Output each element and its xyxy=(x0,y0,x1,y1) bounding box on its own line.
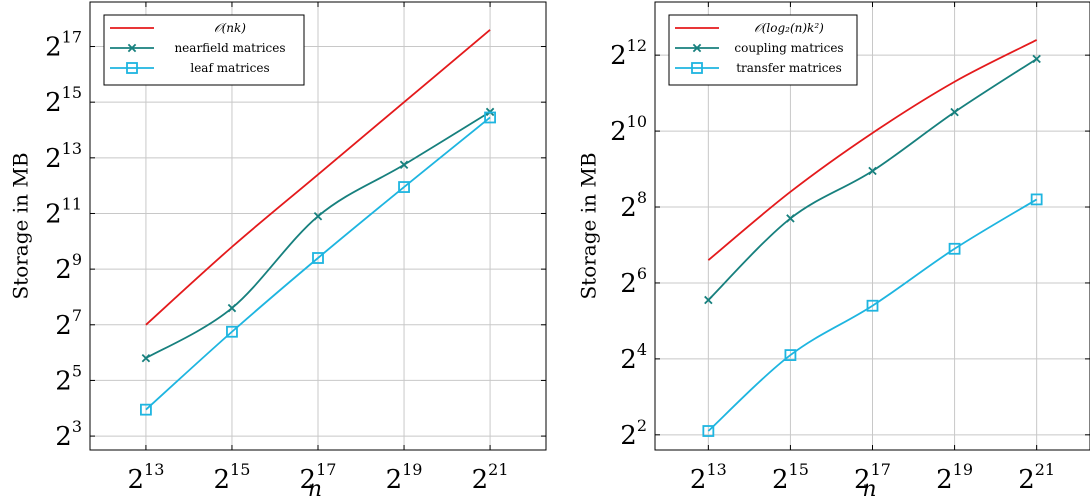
legend-label-2: coupling matrices xyxy=(734,41,843,55)
x-tick-label-base: 2 xyxy=(300,465,317,495)
y-tick-label-base: 2 xyxy=(45,144,62,174)
chart-panel-1: 2 13 2 15 2 17 2 19 2 212 32 52 72 92 112 132 152 17nStor… xyxy=(9,1,547,499)
x-tick-label-exp: 17 xyxy=(871,460,891,479)
y-tick-label-base: 2 xyxy=(620,269,637,299)
x-tick-label-base: 2 xyxy=(127,465,144,495)
y-tick-label-base: 2 xyxy=(55,422,72,452)
x-tick-label-exp: 21 xyxy=(488,460,508,479)
data-point xyxy=(948,242,961,255)
y-tick-label-base: 2 xyxy=(610,41,627,71)
y-tick-label-base: 2 xyxy=(620,193,637,223)
y-tick-label-exp: 9 xyxy=(72,250,82,269)
legend-marker-2 xyxy=(127,43,137,53)
data-point xyxy=(786,214,795,223)
data-point xyxy=(702,425,715,437)
y-tick-label-exp: 4 xyxy=(637,340,647,359)
legend-marker-2 xyxy=(692,43,702,53)
legend-marker-3 xyxy=(126,62,138,74)
data-point xyxy=(312,252,324,264)
y-tick-label-exp: 6 xyxy=(637,264,647,283)
data-point xyxy=(398,181,410,193)
y-tick-label-exp: 12 xyxy=(627,36,647,55)
legend-label-1: 𝒪(log₂(n)k²) xyxy=(754,21,824,35)
x-tick-label-exp: 13 xyxy=(144,460,164,479)
y-tick-label-base: 2 xyxy=(610,117,627,147)
y-tick-label-base: 2 xyxy=(55,311,72,341)
data-point xyxy=(950,107,959,117)
data-point xyxy=(484,111,496,124)
x-axis-label: n xyxy=(308,477,322,499)
x-tick-label-exp: 15 xyxy=(230,460,250,479)
data-point xyxy=(784,349,797,361)
x-tick-label-base: 2 xyxy=(772,465,789,495)
data-point xyxy=(313,212,323,221)
series-line-1 xyxy=(145,29,491,326)
y-tick-label-exp: 15 xyxy=(62,83,82,102)
y-tick-label-exp: 10 xyxy=(627,112,647,131)
y-tick-label-base: 2 xyxy=(55,366,72,396)
data-point xyxy=(399,160,409,170)
x-tick-label-base: 2 xyxy=(690,465,707,495)
y-tick-label-exp: 8 xyxy=(637,188,647,207)
y-axis-label: Storage in MB xyxy=(9,152,33,299)
x-tick-label-exp: 13 xyxy=(706,460,726,479)
y-tick-label-exp: 11 xyxy=(62,194,82,213)
data-point xyxy=(141,353,151,363)
data-point xyxy=(1032,54,1041,64)
x-tick-label-exp: 19 xyxy=(953,460,973,479)
data-point xyxy=(226,325,238,338)
y-tick-label-exp: 2 xyxy=(637,416,647,435)
y-tick-label-exp: 5 xyxy=(72,361,82,380)
y-tick-label-base: 2 xyxy=(45,88,62,118)
x-tick-label-base: 2 xyxy=(1018,465,1035,495)
data-point xyxy=(227,303,237,313)
x-tick-label-exp: 15 xyxy=(789,460,809,479)
y-tick-label-exp: 13 xyxy=(62,139,82,158)
y-tick-label-exp: 7 xyxy=(72,306,82,325)
x-axis-label: n xyxy=(862,477,876,499)
legend-label-3: leaf matrices xyxy=(190,61,269,75)
x-tick-label-base: 2 xyxy=(214,465,231,495)
y-axis-label: Storage in MB xyxy=(577,152,601,299)
data-point xyxy=(704,295,713,305)
x-tick-label-base: 2 xyxy=(936,465,953,495)
data-point xyxy=(868,166,877,176)
x-tick-label-exp: 21 xyxy=(1035,460,1055,479)
y-tick-label-exp: 3 xyxy=(72,417,82,436)
series-line-3 xyxy=(707,198,1038,432)
legend: 𝒪(nk) nearfield matrices leaf matrices xyxy=(103,14,305,86)
y-tick-label-base: 2 xyxy=(55,255,72,285)
legend-label-1: 𝒪(nk) xyxy=(214,21,246,35)
legend-label-2: nearfield matrices xyxy=(174,41,285,55)
y-tick-label-base: 2 xyxy=(45,33,62,63)
series-line-1 xyxy=(707,39,1038,261)
data-point xyxy=(1030,193,1043,206)
y-tick-label-base: 2 xyxy=(45,199,62,229)
legend: 𝒪(log₂(n)k²) coupling matrices transfer ma… xyxy=(668,14,858,86)
x-tick-label-base: 2 xyxy=(854,465,871,495)
x-tick-label-exp: 17 xyxy=(316,460,336,479)
legend-marker-3 xyxy=(691,62,703,74)
series-line-3 xyxy=(145,116,491,411)
data-point xyxy=(140,403,152,416)
y-tick-label-base: 2 xyxy=(620,421,637,451)
legend-label-3: transfer matrices xyxy=(736,61,842,75)
y-tick-label-exp: 17 xyxy=(62,28,82,47)
y-tick-label-base: 2 xyxy=(620,345,637,375)
data-point xyxy=(866,299,879,312)
x-tick-label-base: 2 xyxy=(386,465,403,495)
x-tick-label-base: 2 xyxy=(472,465,489,495)
x-tick-label-exp: 19 xyxy=(402,460,422,479)
